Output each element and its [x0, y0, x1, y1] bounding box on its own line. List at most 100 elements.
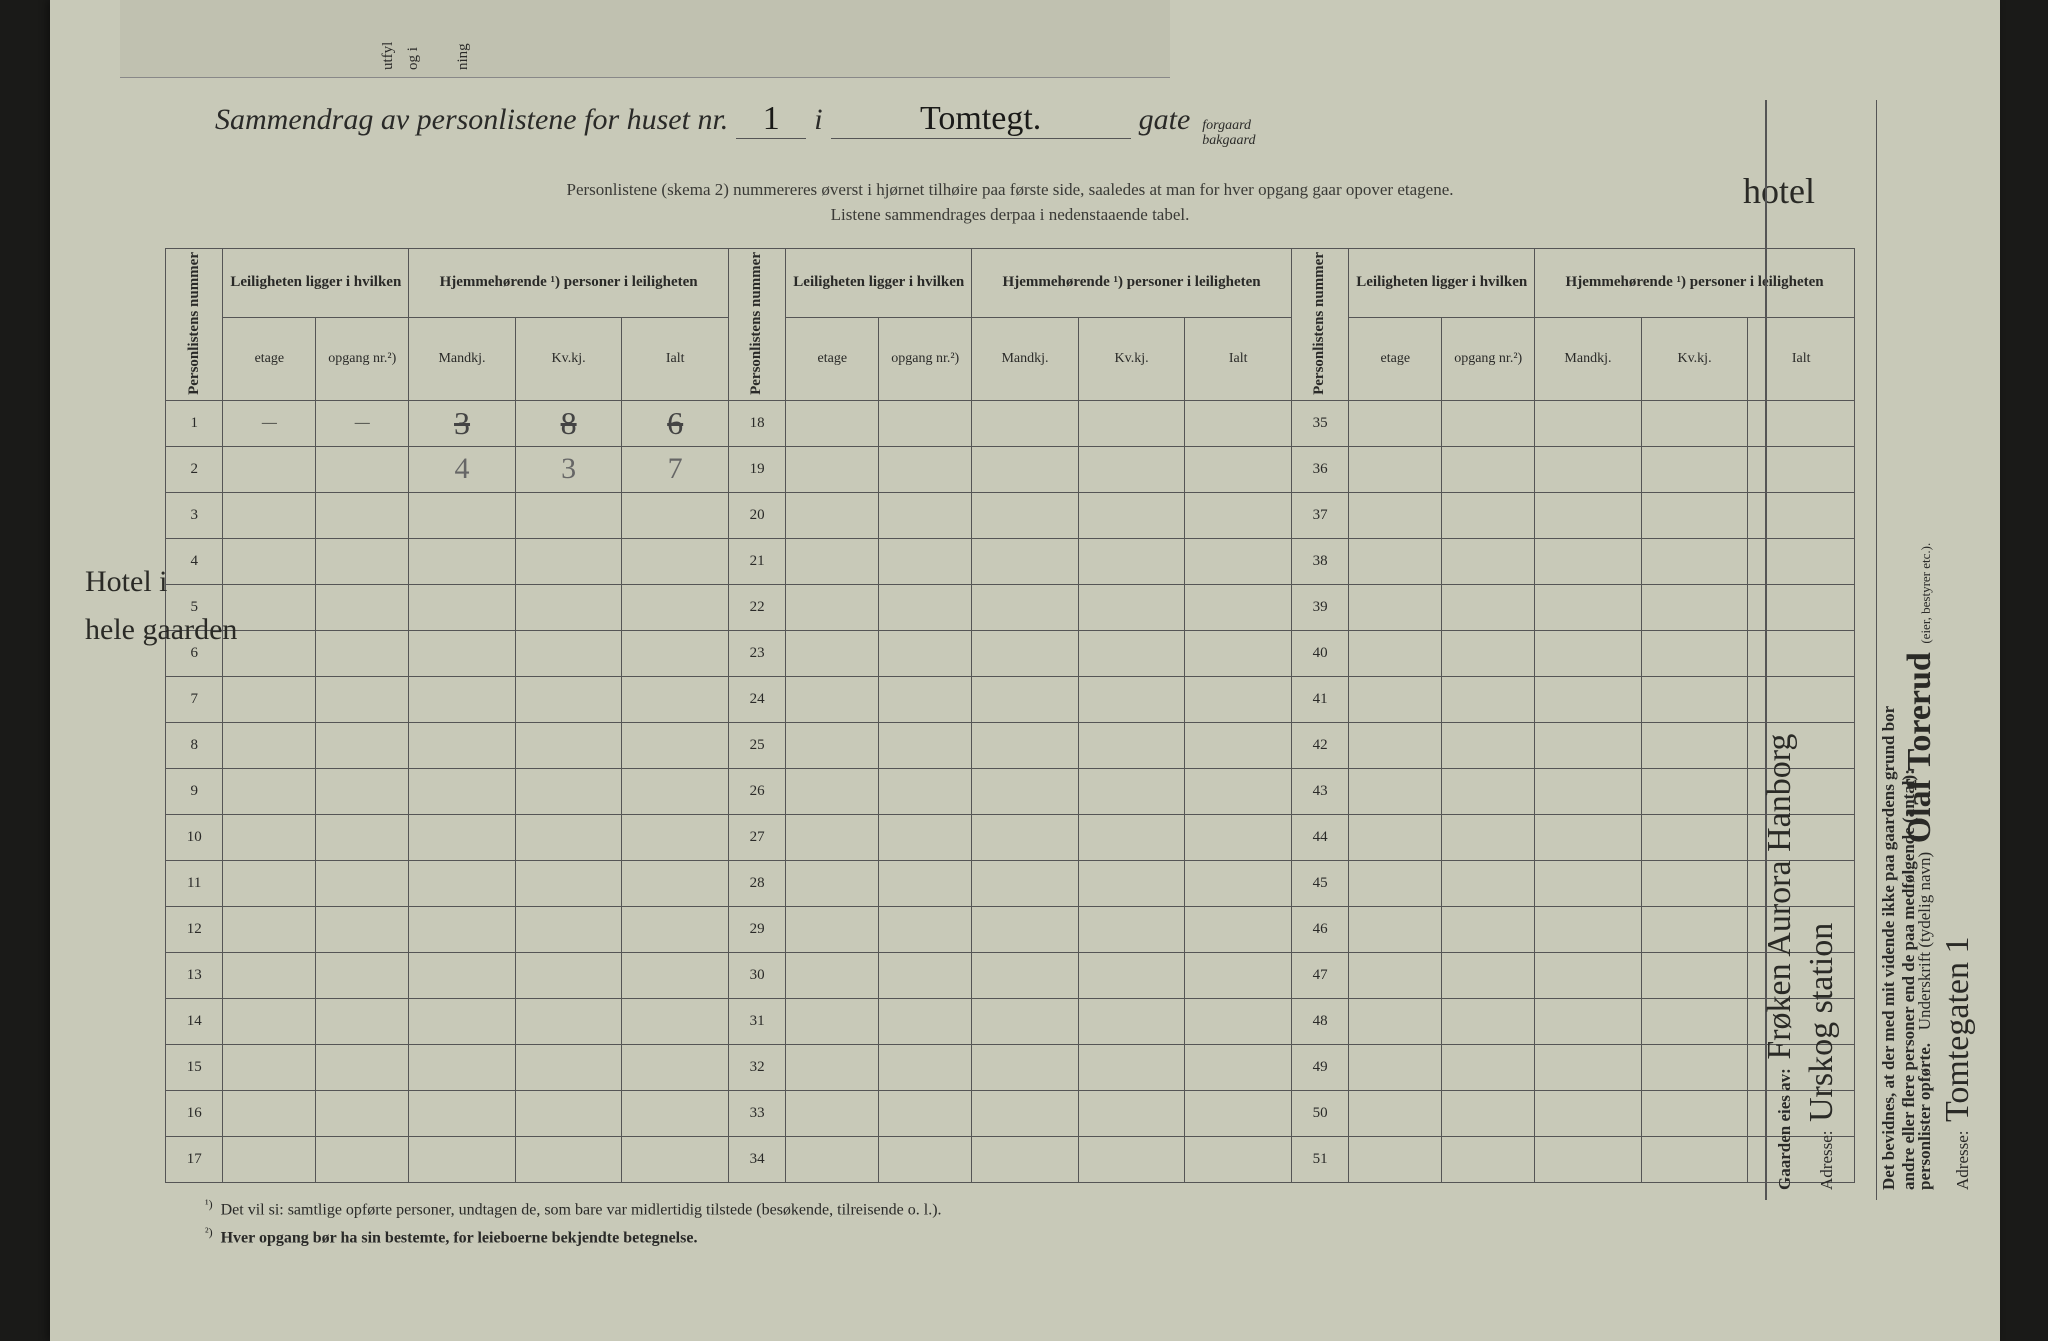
cell [786, 446, 879, 492]
row-num: 15 [166, 1044, 223, 1090]
cell [1349, 1090, 1442, 1136]
cell [1185, 860, 1292, 906]
cell [515, 998, 622, 1044]
cell: 3 [515, 446, 622, 492]
title-prefix: Sammendrag av personlistene for huset nr… [215, 103, 728, 137]
cell [1442, 630, 1535, 676]
cell [409, 722, 516, 768]
cell [786, 1136, 879, 1182]
cell [1442, 722, 1535, 768]
cell [1442, 1090, 1535, 1136]
cell [879, 768, 972, 814]
cell [1442, 1136, 1535, 1182]
cell: — [223, 400, 316, 446]
table-row: 112845 [166, 860, 1855, 906]
cell [972, 722, 1079, 768]
cell [515, 538, 622, 584]
cell [786, 860, 879, 906]
cell [622, 998, 729, 1044]
th-kv-3: Kv.kj. [1641, 317, 1748, 400]
cell [1078, 1136, 1185, 1182]
cell [1349, 676, 1442, 722]
th-kv-2: Kv.kj. [1078, 317, 1185, 400]
cell [223, 1044, 316, 1090]
th-opgang-3: opgang nr.²) [1442, 317, 1535, 400]
cell [1641, 446, 1748, 492]
cell [1535, 630, 1642, 676]
cell [409, 1044, 516, 1090]
cell [786, 400, 879, 446]
th-mand-1: Mandkj. [409, 317, 516, 400]
row-num: 51 [1291, 1136, 1348, 1182]
cell [879, 630, 972, 676]
cell [1535, 1044, 1642, 1090]
house-nr-fill: 1 [736, 100, 806, 139]
table-row: 153249 [166, 1044, 1855, 1090]
table-row: 52239 [166, 584, 1855, 630]
cell [515, 1136, 622, 1182]
cell [622, 584, 729, 630]
th-personlistens-1: Personlistens nummer [166, 248, 223, 400]
row-num: 7 [166, 676, 223, 722]
strip-text-3: ning [455, 43, 472, 70]
bevidnes-1: Det bevidnes, at der med mit vidende ikk… [1879, 706, 1899, 1190]
cell [1185, 538, 1292, 584]
cell [622, 630, 729, 676]
subtitle-line2: Listene sammendrages derpaa i nedenstaae… [165, 202, 1855, 228]
row-num: 13 [166, 952, 223, 998]
cell [223, 814, 316, 860]
cell [223, 492, 316, 538]
table-wrap: Hotel i hele gaarden Personlistens numme… [165, 248, 1855, 1183]
cell [879, 676, 972, 722]
cell [515, 722, 622, 768]
row-num: 29 [728, 906, 785, 952]
cell [316, 584, 409, 630]
cell [1442, 952, 1535, 998]
th-hjemme-1: Hjemmehørende ¹) personer i leiligheten [409, 248, 729, 317]
cell [1442, 400, 1535, 446]
row-num: 47 [1291, 952, 1348, 998]
cell [1442, 906, 1535, 952]
cell [1349, 400, 1442, 446]
title-line: Sammendrag av personlistene for huset nr… [165, 100, 1855, 149]
cell [515, 814, 622, 860]
cell [1442, 584, 1535, 630]
cell [316, 768, 409, 814]
table-row: 133047 [166, 952, 1855, 998]
cell [223, 906, 316, 952]
cell [316, 1090, 409, 1136]
th-etage-2: etage [786, 317, 879, 400]
cell: 6 [622, 400, 729, 446]
cell [879, 1044, 972, 1090]
cell [1535, 722, 1642, 768]
cell: 4 [409, 446, 516, 492]
cell [622, 1044, 729, 1090]
cell [1442, 446, 1535, 492]
row-num: 34 [728, 1136, 785, 1182]
cell [972, 1044, 1079, 1090]
cell [622, 768, 729, 814]
cell [409, 630, 516, 676]
cell [879, 814, 972, 860]
cell [786, 492, 879, 538]
row-num: 42 [1291, 722, 1348, 768]
cell [1349, 722, 1442, 768]
cell [223, 1090, 316, 1136]
row-num: 10 [166, 814, 223, 860]
cell [1535, 492, 1642, 538]
cell [972, 998, 1079, 1044]
cell [1185, 492, 1292, 538]
row-num: 25 [728, 722, 785, 768]
cell [409, 538, 516, 584]
cell [1535, 1136, 1642, 1182]
table-row: 173451 [166, 1136, 1855, 1182]
cell [1641, 814, 1748, 860]
cell [316, 860, 409, 906]
row-num: 41 [1291, 676, 1348, 722]
cell [879, 492, 972, 538]
cell [1078, 998, 1185, 1044]
cell [1185, 1044, 1292, 1090]
cell [786, 814, 879, 860]
cell [1185, 584, 1292, 630]
cell [1185, 768, 1292, 814]
